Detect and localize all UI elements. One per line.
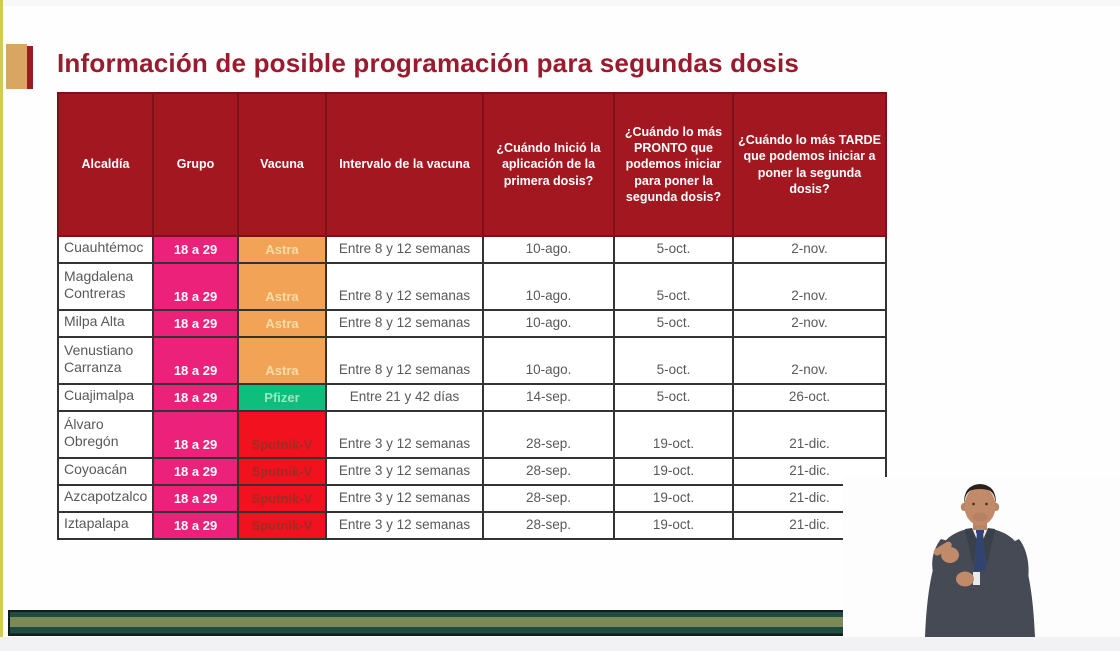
cell-tarde: 21-dic.: [732, 457, 887, 486]
bottom-letterbox: [0, 637, 1120, 651]
cell-inicio: 10-ago.: [482, 336, 615, 385]
cell-pronto: 19-oct.: [613, 484, 734, 513]
cell-pronto: 5-oct.: [613, 383, 734, 412]
cell-grupo: 18 a 29: [152, 410, 239, 459]
col-header-vacuna: Vacuna: [237, 92, 327, 237]
cell-pronto: 5-oct.: [613, 309, 734, 338]
cell-grupo: 18 a 29: [152, 457, 239, 486]
cell-intervalo: Entre 8 y 12 semanas: [325, 262, 484, 311]
cell-tarde: 2-nov.: [732, 309, 887, 338]
left-edge-line: [0, 0, 3, 637]
table-header-row: Alcaldía Grupo Vacuna Intervalo de la vacun…: [57, 92, 887, 237]
cell-inicio: 28-sep.: [482, 511, 615, 540]
table-row: Coyoacán 18 a 29 Sputnik-V Entre 3 y 12 sem…: [57, 457, 887, 486]
cell-alcaldia: Álvaro Obregón: [57, 410, 154, 459]
gold-accent-block: [6, 44, 27, 89]
cell-alcaldia: Cuauhtémoc: [57, 235, 154, 264]
table-row: Iztapalapa 18 a 29 Sputnik-V Entre 3 y 12 s…: [57, 511, 887, 540]
table-row: Venustiano Carranza 18 a 29 Astra Entre 8 y…: [57, 336, 887, 385]
cell-intervalo: Entre 3 y 12 semanas: [325, 484, 484, 513]
cell-grupo: 18 a 29: [152, 262, 239, 311]
cell-alcaldia: Azcapotzalco: [57, 484, 154, 513]
col-header-pronto-segunda-dosis: ¿Cuándo lo más PRONTO que podemos inicia…: [613, 92, 734, 237]
cell-vacuna: Sputnik-V: [237, 457, 327, 486]
cell-tarde: 2-nov.: [732, 262, 887, 311]
cell-intervalo: Entre 8 y 12 semanas: [325, 309, 484, 338]
cell-grupo: 18 a 29: [152, 235, 239, 264]
col-header-intervalo: Intervalo de la vacuna: [325, 92, 484, 237]
cell-alcaldia: Magdalena Contreras: [57, 262, 154, 311]
cell-intervalo: Entre 8 y 12 semanas: [325, 336, 484, 385]
col-header-grupo: Grupo: [152, 92, 239, 237]
table-row: Azcapotzalco 18 a 29 Sputnik-V Entre 3 y 12…: [57, 484, 887, 513]
cell-pronto: 5-oct.: [613, 262, 734, 311]
cell-inicio: 28-sep.: [482, 484, 615, 513]
table-row: Magdalena Contreras 18 a 29 Astra Entre 8 y…: [57, 262, 887, 311]
col-header-inicio-primera-dosis: ¿Cuándo Inició la aplicación de la prime…: [482, 92, 615, 237]
cell-vacuna: Sputnik-V: [237, 511, 327, 540]
cell-inicio: 28-sep.: [482, 457, 615, 486]
cell-grupo: 18 a 29: [152, 336, 239, 385]
cell-pronto: 19-oct.: [613, 511, 734, 540]
cell-pronto: 19-oct.: [613, 457, 734, 486]
cell-tarde: 2-nov.: [732, 235, 887, 264]
cell-intervalo: Entre 3 y 12 semanas: [325, 457, 484, 486]
cell-grupo: 18 a 29: [152, 484, 239, 513]
cell-vacuna: Astra: [237, 336, 327, 385]
table-body: Cuauhtémoc 18 a 29 Astra Entre 8 y 12 seman…: [57, 235, 887, 540]
top-strip: [0, 0, 1120, 6]
sign-language-interpreter: [925, 484, 1035, 637]
schedule-table-wrap: Alcaldía Grupo Vacuna Intervalo de la vacun…: [57, 92, 887, 540]
cell-alcaldia: Coyoacán: [57, 457, 154, 486]
col-header-alcaldia: Alcaldía: [57, 92, 154, 237]
cell-inicio: 10-ago.: [482, 309, 615, 338]
cell-tarde: 26-oct.: [732, 383, 887, 412]
cell-vacuna: Astra: [237, 262, 327, 311]
cell-vacuna: Astra: [237, 235, 327, 264]
cell-intervalo: Entre 8 y 12 semanas: [325, 235, 484, 264]
cell-alcaldia: Venustiano Carranza: [57, 336, 154, 385]
cell-inicio: 10-ago.: [482, 262, 615, 311]
col-header-tarde-segunda-dosis: ¿Cuándo lo más TARDE que podemos iniciar…: [732, 92, 887, 237]
cell-intervalo: Entre 21 y 42 días: [325, 383, 484, 412]
cell-grupo: 18 a 29: [152, 309, 239, 338]
cell-alcaldia: Iztapalapa: [57, 511, 154, 540]
table-row: Cuajimalpa 18 a 29 Pfizer Entre 21 y 42 día…: [57, 383, 887, 412]
cell-intervalo: Entre 3 y 12 semanas: [325, 511, 484, 540]
cell-vacuna: Sputnik-V: [237, 410, 327, 459]
cell-pronto: 5-oct.: [613, 235, 734, 264]
cell-vacuna: Pfizer: [237, 383, 327, 412]
cell-vacuna: Sputnik-V: [237, 484, 327, 513]
cell-alcaldia: Milpa Alta: [57, 309, 154, 338]
table-row: Álvaro Obregón 18 a 29 Sputnik-V Entre 3 y …: [57, 410, 887, 459]
cell-inicio: 28-sep.: [482, 410, 615, 459]
page-title: Información de posible programación para…: [57, 48, 800, 78]
red-accent-bar: [27, 46, 33, 89]
cell-tarde: 2-nov.: [732, 336, 887, 385]
cell-grupo: 18 a 29: [152, 511, 239, 540]
cell-intervalo: Entre 3 y 12 semanas: [325, 410, 484, 459]
cell-inicio: 14-sep.: [482, 383, 615, 412]
interpreter-video: [843, 477, 1120, 637]
table-row: Cuauhtémoc 18 a 29 Astra Entre 8 y 12 seman…: [57, 235, 887, 264]
cell-inicio: 10-ago.: [482, 235, 615, 264]
cell-pronto: 19-oct.: [613, 410, 734, 459]
table-row: Milpa Alta 18 a 29 Astra Entre 8 y 12 seman…: [57, 309, 887, 338]
cell-vacuna: Astra: [237, 309, 327, 338]
schedule-table: Alcaldía Grupo Vacuna Intervalo de la vacun…: [57, 92, 887, 540]
cell-tarde: 21-dic.: [732, 410, 887, 459]
cell-grupo: 18 a 29: [152, 383, 239, 412]
cell-alcaldia: Cuajimalpa: [57, 383, 154, 412]
cell-pronto: 5-oct.: [613, 336, 734, 385]
